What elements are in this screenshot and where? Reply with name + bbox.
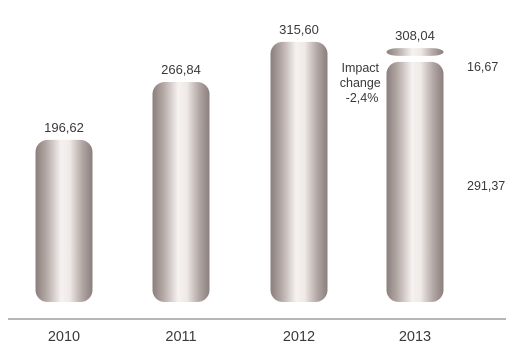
category-labels-layer: 2010 2011 2012 2013: [48, 329, 431, 345]
x-tick-label-2010: 2010: [48, 329, 80, 345]
value-label-2011: 266,84: [161, 62, 201, 77]
impact-annotation-line-1: Impact: [342, 61, 380, 75]
impact-annotation-line-3: -2,4%: [346, 91, 379, 105]
x-tick-label-2012: 2012: [283, 329, 315, 345]
value-labels-layer: 196,62 266,84 315,60 308,04: [44, 22, 435, 135]
segment-bottom-label: 291,37: [467, 179, 505, 193]
bar-2013-bottom-segment: [386, 61, 444, 302]
impact-annotation-line-2: change: [340, 76, 381, 90]
bar-2012: [270, 41, 328, 303]
x-tick-label-2013: 2013: [399, 329, 431, 345]
bar-2010: [35, 139, 93, 302]
value-label-2012: 315,60: [279, 22, 319, 37]
value-label-2013: 308,04: [395, 28, 435, 43]
bar-2011: [152, 82, 210, 303]
value-label-2010: 196,62: [44, 120, 84, 135]
x-tick-label-2011: 2011: [165, 329, 196, 345]
segment-top-label: 16,67: [467, 60, 498, 74]
bars-layer: [35, 41, 444, 303]
impact-annotation: Impact change -2,4%: [340, 61, 385, 105]
bar-2013-top-segment: [386, 48, 444, 56]
